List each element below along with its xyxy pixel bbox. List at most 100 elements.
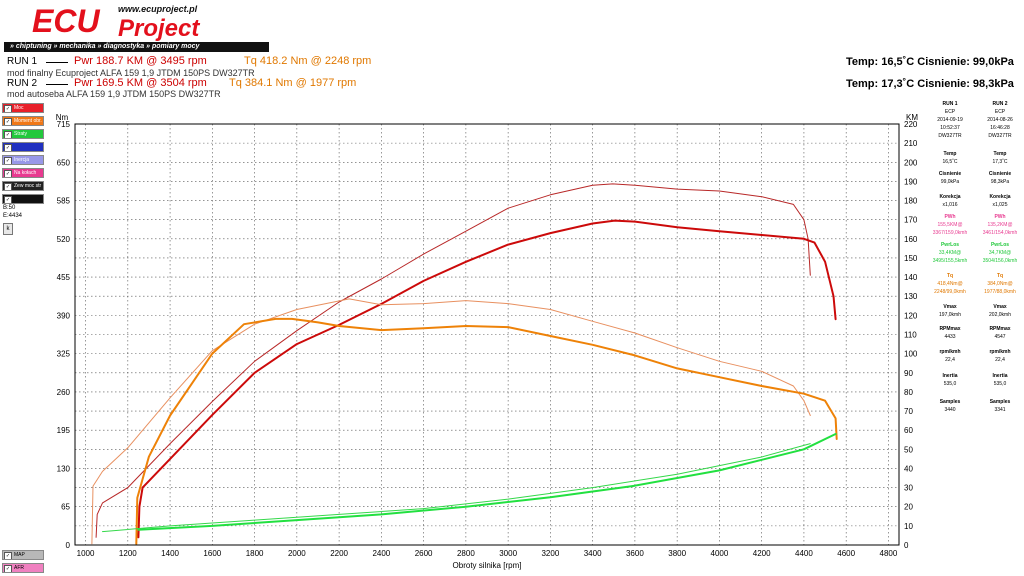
stat-pwh: 155,5KM@ <box>937 222 963 228</box>
stat-inertia: 535,0 <box>993 381 1007 387</box>
bottom-toggle-1[interactable]: ✓ AFR <box>2 563 44 573</box>
x-tick-label: 2400 <box>372 549 390 558</box>
series-toggle-label: Na kołach <box>14 170 37 176</box>
stat-date: 2014-08-26 <box>987 117 1013 123</box>
stat-inertia: 535,0 <box>943 381 957 387</box>
y-right-tick-label: 50 <box>904 445 913 454</box>
run2-power-summary: Pwr 169.5 KM @ 3504 rpm <box>74 77 207 89</box>
x-tick-label: 1800 <box>246 549 264 558</box>
x-tick-label: 4800 <box>880 549 898 558</box>
x-tick-label: 4000 <box>711 549 729 558</box>
stat-ecp: ECP <box>994 109 1006 115</box>
x-tick-label: 1600 <box>203 549 221 558</box>
checkbox-icon[interactable]: ✓ <box>4 144 12 151</box>
checkbox-icon[interactable]: ✓ <box>4 170 12 177</box>
y-right-tick-label: 210 <box>904 139 918 148</box>
run1-power-summary: Pwr 188.7 KM @ 3495 rpm <box>74 55 207 67</box>
series-toggle-2[interactable]: ✓ Straty <box>2 129 44 139</box>
y-left-tick-label: 195 <box>57 426 71 435</box>
stat-tq: 418,4Nm@ <box>937 281 963 287</box>
run1-line-swatch <box>46 62 68 63</box>
stat-korekcja: x1,025 <box>992 202 1008 208</box>
checkbox-icon[interactable]: ✓ <box>4 131 12 138</box>
x-tick-label: 2800 <box>457 549 475 558</box>
series-toggle-3[interactable]: ✓ <box>2 142 44 152</box>
run2-line-swatch <box>46 84 68 85</box>
checkbox-icon[interactable]: ✓ <box>4 196 12 203</box>
stat-tq: 384,0Nm@ <box>987 281 1013 287</box>
checkbox-icon[interactable]: ✓ <box>4 183 12 190</box>
stat-korekcja-label: Korekcja <box>989 194 1011 200</box>
y-left-tick-label: 715 <box>57 120 71 129</box>
stat-code: DW327TR <box>938 133 962 139</box>
x-tick-label: 3800 <box>668 549 686 558</box>
k-button[interactable]: k <box>3 223 13 235</box>
series-toggle-label: Inercja <box>14 157 30 163</box>
stat-tq-sub: 2248/99,0kmh <box>934 289 966 295</box>
stat-pwlos-sub: 3504/156,0kmh <box>982 258 1018 264</box>
chart-grid <box>75 123 899 546</box>
series-toggle-1[interactable]: ✓ Moment obr. <box>2 116 44 126</box>
y-right-tick-label: 60 <box>904 426 913 435</box>
stat-samples: 3440 <box>944 407 956 413</box>
bottom-toggle-0[interactable]: ✓ MAP <box>2 550 44 560</box>
y-left-tick-label: 0 <box>66 541 71 550</box>
stat-samples: 3341 <box>994 407 1006 413</box>
checkbox-icon[interactable]: ✓ <box>4 105 12 112</box>
series-toggle-6[interactable]: ✓ Zew moc str <box>2 181 44 191</box>
stat-pwh: 135,2KM@ <box>987 222 1013 228</box>
series-toggle-label: Zew moc str <box>14 183 42 189</box>
stat-temp-label: Temp <box>993 151 1007 157</box>
checkbox-icon[interactable]: ✓ <box>4 157 12 164</box>
y-right-tick-label: 150 <box>904 254 918 263</box>
checkbox-icon[interactable]: ✓ <box>4 552 12 559</box>
stat-pwh-sub: 3367/159,0kmh <box>932 230 968 236</box>
chart-ticks: 1000 1200 1400 1600 1800 2000 2200 2400 2600 2800… <box>57 120 918 558</box>
x-tick-label: 3200 <box>541 549 559 558</box>
stat-temp: 17,3˚C <box>992 159 1008 165</box>
run2-label: RUN 2 <box>7 78 38 89</box>
stat-ecp: ECP <box>944 109 956 115</box>
stat-vmax-label: Vmax <box>993 304 1007 310</box>
y-right-tick-label: 190 <box>904 177 918 186</box>
stat-date: 2014-09-19 <box>937 117 963 123</box>
x-tick-label: 4200 <box>753 549 771 558</box>
series-toggle-0[interactable]: ✓ Moc <box>2 103 44 113</box>
x-tick-label: 4400 <box>795 549 813 558</box>
y-right-tick-label: 160 <box>904 235 918 244</box>
b-value: B:50 <box>3 205 16 211</box>
stat-pwlos-label: PwrLos <box>940 242 960 248</box>
series-toggle-5[interactable]: ✓ Na kołach <box>2 168 44 178</box>
series-torque-run2 <box>135 317 838 545</box>
y-left-tick-label: 130 <box>57 464 71 473</box>
series-toggle-label: Moment obr. <box>14 118 42 124</box>
run1-label: RUN 1 <box>7 56 38 67</box>
y-right-tick-label: 120 <box>904 311 918 320</box>
stat-tq-label: Tq <box>946 273 954 279</box>
stat-inertia-label: Inertia <box>942 373 958 379</box>
stat-press: 99,0kPa <box>940 179 960 185</box>
stat-samples-label: Samples <box>989 399 1011 405</box>
series-losses-run2 <box>137 433 837 531</box>
y-left-tick-label: 65 <box>61 503 70 512</box>
y-left-unit: Nm <box>56 113 69 122</box>
x-tick-label: 1400 <box>161 549 179 558</box>
y-right-tick-label: 40 <box>904 464 913 473</box>
x-axis-label: Obroty silnika [rpm] <box>453 561 522 570</box>
stat-rpmkmh: 22,4 <box>945 357 955 363</box>
stat-vmax: 202,0kmh <box>989 312 1011 318</box>
run1-description: mod finalny Ecuproject ALFA 159 1,9 JTDM… <box>7 68 255 78</box>
checkbox-icon[interactable]: ✓ <box>4 118 12 125</box>
checkbox-icon[interactable]: ✓ <box>4 565 12 572</box>
series-toggle-7[interactable]: ✓ <box>2 194 44 204</box>
stat-pwh-label: PWh <box>944 214 956 220</box>
stat-pwlos-label: PwrLos <box>990 242 1010 248</box>
y-left-tick-label: 455 <box>57 273 71 282</box>
stat-rpmmax: 4547 <box>994 334 1006 340</box>
stat-temp-label: Temp <box>943 151 957 157</box>
stat-press-label: Cisnienie <box>988 171 1012 177</box>
y-left-tick-label: 585 <box>57 197 71 206</box>
series-toggle-4[interactable]: ✓ Inercja <box>2 155 44 165</box>
plot-frame <box>74 123 900 546</box>
